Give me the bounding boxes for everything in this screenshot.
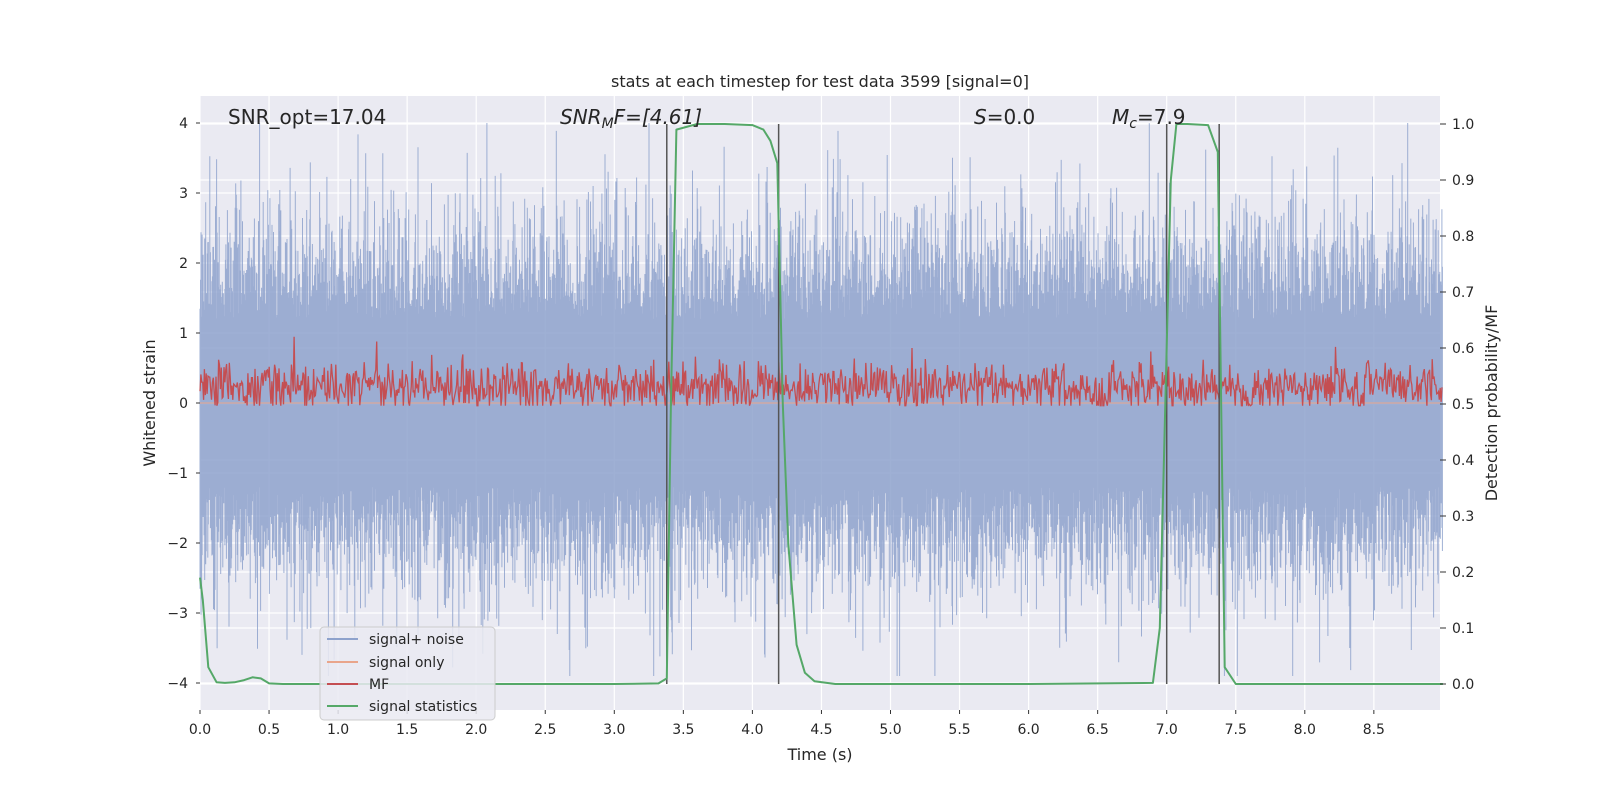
y-tick-label-right: 0.7 <box>1452 285 1474 301</box>
x-tick-label: 7.0 <box>1156 722 1178 738</box>
y-tick-label-left: −3 <box>167 606 188 622</box>
annotation-snr-mf: SNRMF=[4.61] <box>560 105 702 132</box>
signal-statistics-series <box>199 123 1443 685</box>
mf-series <box>199 336 1443 407</box>
x-tick-label: 3.5 <box>672 722 694 738</box>
annotation-mc-sub: c <box>1129 116 1137 132</box>
chart-title: stats at each timestep for test data 359… <box>611 72 1029 91</box>
x-tick-label: 0.5 <box>258 722 280 738</box>
x-tick-label: 6.5 <box>1087 722 1109 738</box>
y-tick-label-left: 4 <box>179 116 188 132</box>
y-axis-label-left: Whitened strain <box>140 339 159 466</box>
annotation-mc: Mc=7.9 <box>1112 105 1186 132</box>
annotation-snr-mf-base: SNR <box>560 105 602 129</box>
y-tick-label-left: 3 <box>179 186 188 202</box>
x-tick-label: 1.5 <box>396 722 418 738</box>
x-tick-label: 4.5 <box>810 722 832 738</box>
x-ticks: 0.0 0.5 1.0 1.5 2.0 2.5 3.0 3.5 4.0 4.5 5.0 5.5 6.0 6… <box>189 710 1385 738</box>
legend-label-signal-only: signal only <box>369 655 444 671</box>
x-tick-label: 8.5 <box>1363 722 1385 738</box>
legend-label-signal-noise: signal+ noise <box>369 632 464 648</box>
y-tick-label-left: 0 <box>179 396 188 412</box>
x-tick-label: 7.5 <box>1225 722 1247 738</box>
x-tick-label: 1.0 <box>327 722 349 738</box>
x-tick-label: 2.0 <box>465 722 487 738</box>
y-tick-label-right: 0.0 <box>1452 677 1474 693</box>
legend: signal+ noise signal only MF signal stat… <box>319 626 496 721</box>
legend-label-mf: MF <box>369 677 389 693</box>
legend-box <box>319 626 496 721</box>
x-tick-label: 6.0 <box>1017 722 1039 738</box>
y-tick-label-right: 0.4 <box>1452 453 1474 469</box>
annotation-snr-opt: SNR_opt=17.04 <box>228 105 386 129</box>
x-tick-label: 5.0 <box>879 722 901 738</box>
y-ticks-right: 1.0 0.9 0.8 0.7 0.6 0.5 0.4 0.3 0.2 0.1 0.0 <box>1440 117 1474 693</box>
signal-statistics-line <box>199 123 1443 685</box>
y-tick-label-right: 0.6 <box>1452 341 1474 357</box>
annotation-snr-mf-sub: M <box>602 116 614 132</box>
y-tick-label-left: 1 <box>179 326 188 342</box>
y-tick-label-right: 0.2 <box>1452 565 1474 581</box>
mf-line <box>199 336 1443 407</box>
y-tick-label-left: 2 <box>179 256 188 272</box>
annotation-s: S=0.0 <box>974 105 1035 129</box>
y-tick-label-right: 0.9 <box>1452 173 1474 189</box>
y-tick-label-left: −4 <box>167 676 188 692</box>
y-tick-label-left: −1 <box>167 466 188 482</box>
x-tick-label: 3.0 <box>603 722 625 738</box>
y-tick-label-left: −2 <box>167 536 188 552</box>
annotation-mc-rest: =7.9 <box>1137 105 1186 129</box>
x-tick-label: 5.5 <box>948 722 970 738</box>
y-tick-label-right: 0.8 <box>1452 229 1474 245</box>
y-ticks-left: 4 3 2 1 0 −1 −2 −3 −4 <box>167 116 200 692</box>
y-tick-label-right: 0.5 <box>1452 397 1474 413</box>
annotation-mc-base: M <box>1112 105 1129 129</box>
x-axis-label: Time (s) <box>786 745 852 764</box>
y-tick-label-right: 0.3 <box>1452 509 1474 525</box>
annotation-s-base: S <box>974 105 987 129</box>
legend-label-signal-statistics: signal statistics <box>369 699 477 715</box>
x-tick-label: 8.0 <box>1294 722 1316 738</box>
x-tick-label: 2.5 <box>534 722 556 738</box>
y-tick-label-right: 0.1 <box>1452 621 1474 637</box>
x-tick-label: 4.0 <box>741 722 763 738</box>
y-axis-label-right: Detection probability/MF <box>1482 305 1501 502</box>
x-tick-label: 0.0 <box>189 722 211 738</box>
y-tick-label-right: 1.0 <box>1452 117 1474 133</box>
annotation-s-rest: =0.0 <box>987 105 1036 129</box>
annotation-snr-mf-rest: F=[4.61] <box>614 105 702 129</box>
